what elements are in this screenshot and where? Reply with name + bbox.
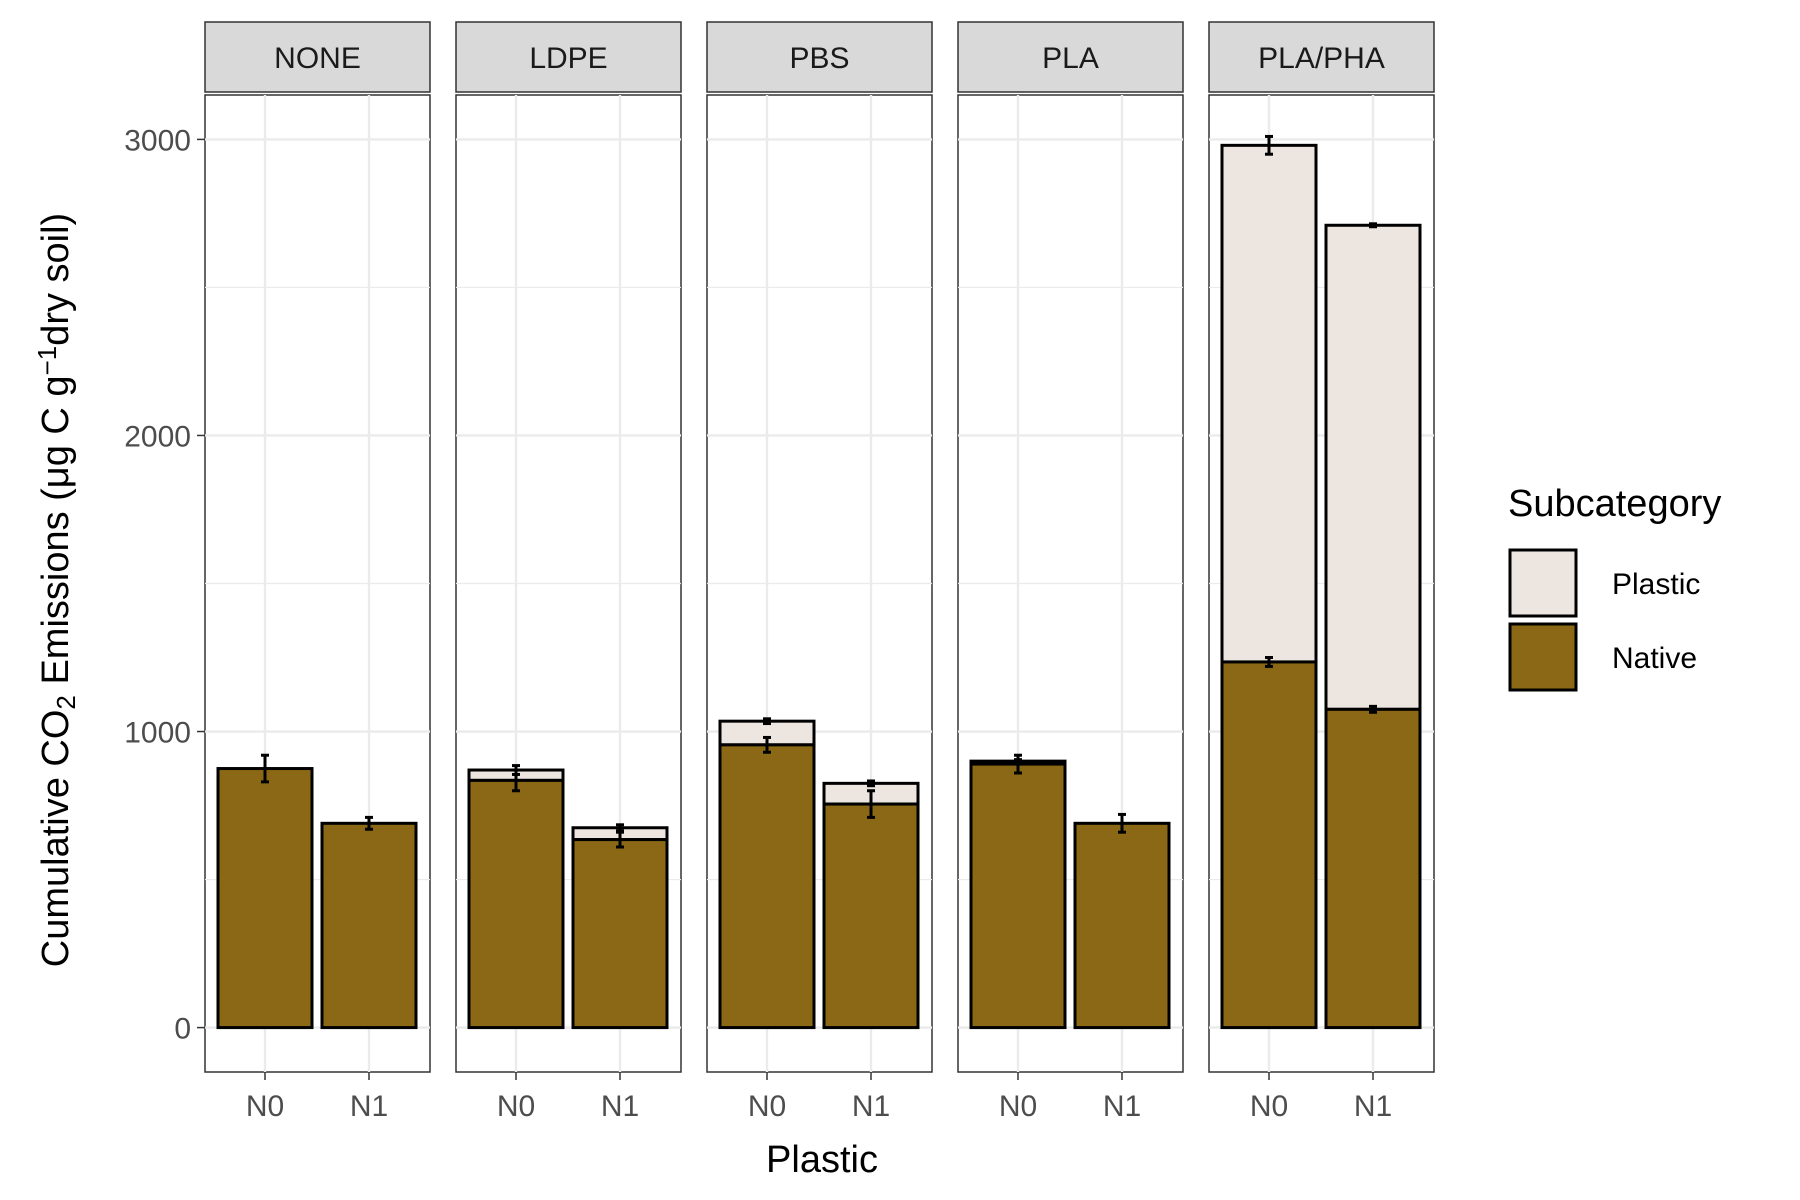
bar-plastic-pla-pha-n0 <box>1220 143 1318 664</box>
error-bar-plastic-pbs-n1 <box>867 779 875 788</box>
error-bar-native-pla-pha-n1 <box>1369 704 1377 714</box>
y-axis-title: Cumulative CO2 Emissions (μg C g−1dry so… <box>32 213 80 967</box>
y-axis-title-superscript: −1 <box>32 346 62 376</box>
y-axis-title-subscript: 2 <box>51 695 81 709</box>
error-bar-native-pla-pha-n0 <box>1265 656 1273 668</box>
facet-strip-label: LDPE <box>529 42 607 75</box>
x-tick-label: N0 <box>748 1090 786 1123</box>
y-tick-label: 3000 <box>124 124 191 157</box>
legend-title: Subcategory <box>1508 483 1721 525</box>
error-bar-native-none-n1 <box>365 815 373 831</box>
bar-plastic-pla-pha-n1 <box>1324 223 1422 711</box>
y-axis-title-part: dry soil) <box>35 213 77 346</box>
x-tick-label: N0 <box>246 1090 284 1123</box>
facet-strip-label: NONE <box>274 42 361 75</box>
error-bar-native-pbs-n0 <box>763 735 771 754</box>
x-tick-label: N0 <box>497 1090 535 1123</box>
legend-swatch-native <box>1508 622 1578 692</box>
bar-native-pbs-n1 <box>822 802 920 1030</box>
x-axis-title: Plastic <box>766 1139 878 1181</box>
error-bar-plastic-ldpe-n1 <box>616 823 624 833</box>
error-bar-plastic-pla-pha-n0 <box>1265 134 1273 156</box>
y-axis: 0 1000 2000 3000 <box>124 124 205 1046</box>
x-tick-label: N0 <box>1250 1090 1288 1123</box>
facet-strip-label: PLA <box>1042 42 1099 75</box>
facet-pbs: PBS N0 N1 <box>706 21 933 1123</box>
x-tick-label: N1 <box>1103 1090 1141 1123</box>
facet-strip <box>1208 21 1435 93</box>
facet-none: NONE N0 N1 <box>204 21 431 1123</box>
bar-native-pla-pha-n0 <box>1220 660 1318 1030</box>
error-bar-plastic-ldpe-n0 <box>512 764 520 776</box>
error-bar-plastic-pla-n0 <box>1014 758 1022 765</box>
bar-native-none-n0 <box>216 767 314 1030</box>
error-bar-plastic-pla-pha-n1 <box>1369 222 1377 229</box>
legend-items: Plastic Native <box>1508 548 1700 692</box>
facet-strip <box>706 21 933 93</box>
error-bar-native-none-n0 <box>261 753 269 784</box>
facet-strip-label: PBS <box>789 42 849 75</box>
x-tick-label: N1 <box>350 1090 388 1123</box>
facet-pla-pha: PLA/PHA N0 N1 <box>1208 21 1435 1123</box>
bar-native-pla-n1 <box>1073 821 1171 1030</box>
facet-strip <box>204 21 431 93</box>
bar-native-ldpe-n1 <box>571 838 669 1030</box>
y-tick-label: 0 <box>174 1013 191 1046</box>
error-bar-native-pla-n1 <box>1118 812 1126 834</box>
bar-native-none-n1 <box>320 821 418 1030</box>
bar-native-pla-n0 <box>969 762 1067 1030</box>
legend-label-plastic: Plastic <box>1612 568 1700 601</box>
legend-label-native: Native <box>1612 642 1697 675</box>
error-bar-native-pbs-n1 <box>867 789 875 819</box>
x-tick-label: N1 <box>1354 1090 1392 1123</box>
y-tick-label: 2000 <box>124 420 191 453</box>
bar-native-pla-pha-n1 <box>1324 707 1422 1030</box>
x-tick-label: N0 <box>999 1090 1037 1123</box>
facet-strip <box>455 21 682 93</box>
y-tick-label: 1000 <box>124 717 191 750</box>
bar-native-pbs-n0 <box>718 743 816 1030</box>
y-axis-title-part: Emissions (μg C g <box>35 375 77 695</box>
facet-ldpe: LDPE N0 N1 <box>455 21 682 1123</box>
error-bar-plastic-pbs-n0 <box>763 717 771 726</box>
facet-strip-label: PLA/PHA <box>1258 42 1385 75</box>
bar-native-ldpe-n0 <box>467 778 565 1030</box>
facet-strip <box>957 21 1184 93</box>
x-tick-label: N1 <box>852 1090 890 1123</box>
legend: Subcategory Plastic Native <box>1508 483 1721 692</box>
y-axis-title-part: Cumulative CO <box>35 710 77 968</box>
legend-swatch-plastic <box>1508 548 1578 618</box>
x-tick-label: N1 <box>601 1090 639 1123</box>
facet-pla: PLA N0 N1 <box>957 21 1184 1123</box>
